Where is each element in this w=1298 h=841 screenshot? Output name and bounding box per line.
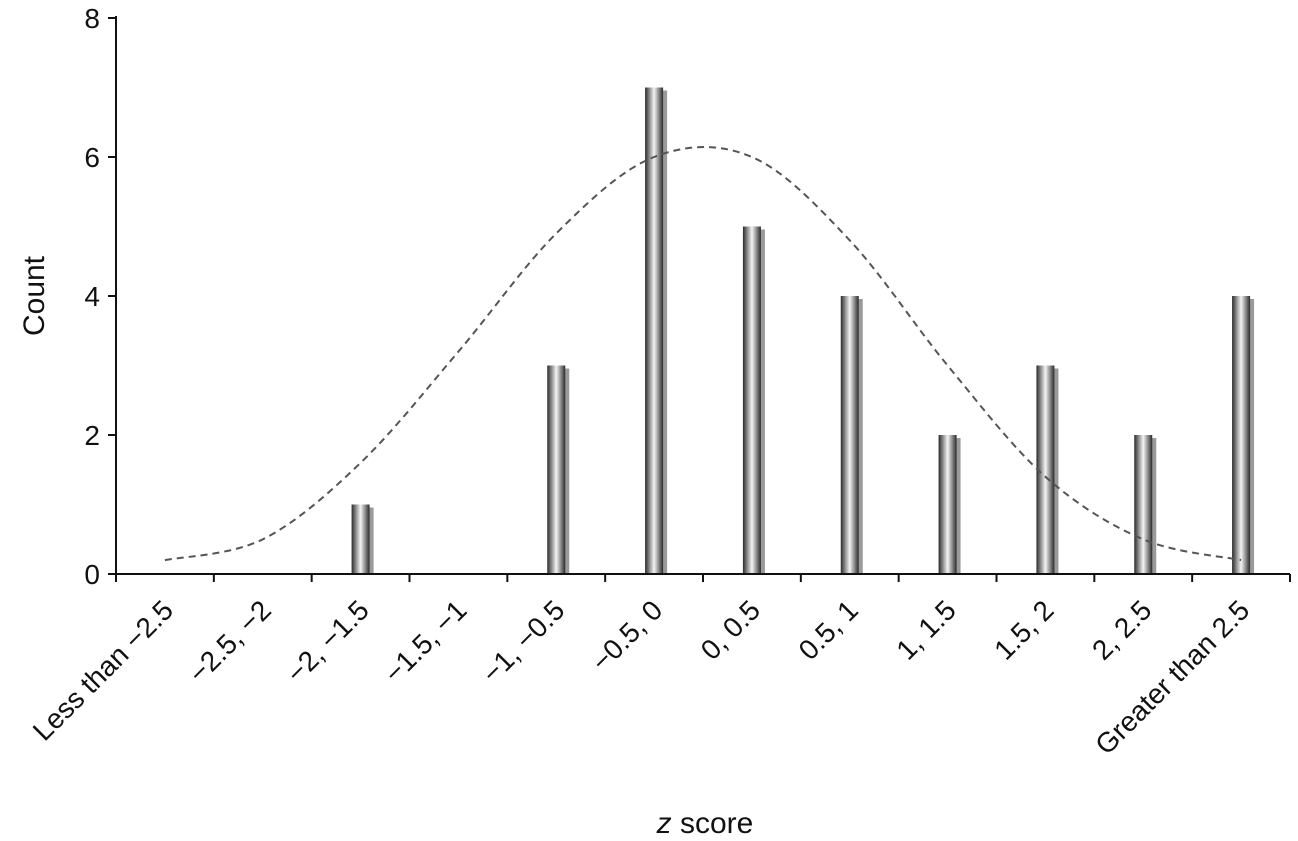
y-axis-label: Count bbox=[18, 255, 51, 336]
bar-8 bbox=[840, 296, 859, 574]
x-tick-label: 1, 1.5 bbox=[890, 594, 961, 665]
y-tick-labels: 0 2 4 6 8 bbox=[84, 3, 100, 590]
y-tick-label: 4 bbox=[84, 281, 100, 312]
x-tick-label: Less than −2.5 bbox=[27, 594, 179, 746]
bar-5 bbox=[547, 365, 566, 574]
y-tick-label: 8 bbox=[84, 3, 100, 34]
bar-3 bbox=[351, 504, 370, 574]
x-axis-label-variable: z bbox=[656, 807, 672, 840]
curve-line bbox=[164, 146, 1242, 562]
bar-11 bbox=[1134, 435, 1153, 574]
x-tick-label: 2, 2.5 bbox=[1086, 594, 1157, 665]
bar-12 bbox=[1232, 296, 1251, 574]
y-tick-label: 2 bbox=[84, 420, 100, 451]
bars bbox=[351, 87, 1255, 574]
x-tick-label: 1.5, 2 bbox=[988, 594, 1059, 665]
x-tick-label: −0.5, 0 bbox=[585, 594, 668, 677]
normal-curve bbox=[164, 146, 1242, 562]
x-tick-labels: Less than −2.5 −2.5, −2 −2, −1.5 −1.5, −1 −1… bbox=[27, 594, 1256, 760]
x-tick-label: −1, −0.5 bbox=[476, 594, 571, 689]
x-tick-label: 0, 0.5 bbox=[695, 594, 766, 665]
bar-9 bbox=[938, 435, 957, 574]
bar-7 bbox=[742, 226, 761, 574]
x-tick-label: 0.5, 1 bbox=[793, 594, 864, 665]
x-axis-label: z score bbox=[656, 807, 754, 840]
x-axis-label-rest: score bbox=[672, 807, 754, 840]
axes bbox=[108, 16, 1291, 582]
x-tick-label: −2, −1.5 bbox=[280, 594, 375, 689]
bar-6 bbox=[645, 87, 664, 574]
y-tick-label: 0 bbox=[84, 559, 100, 590]
bar-10 bbox=[1036, 365, 1055, 574]
x-tick-label: −2.5, −2 bbox=[182, 594, 277, 689]
y-tick-label: 6 bbox=[84, 142, 100, 173]
x-tick-label: −1.5, −1 bbox=[378, 594, 473, 689]
